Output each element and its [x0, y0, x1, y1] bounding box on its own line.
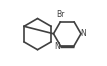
Text: N: N: [55, 42, 60, 51]
Text: Br: Br: [57, 10, 65, 19]
Text: N: N: [81, 29, 86, 38]
